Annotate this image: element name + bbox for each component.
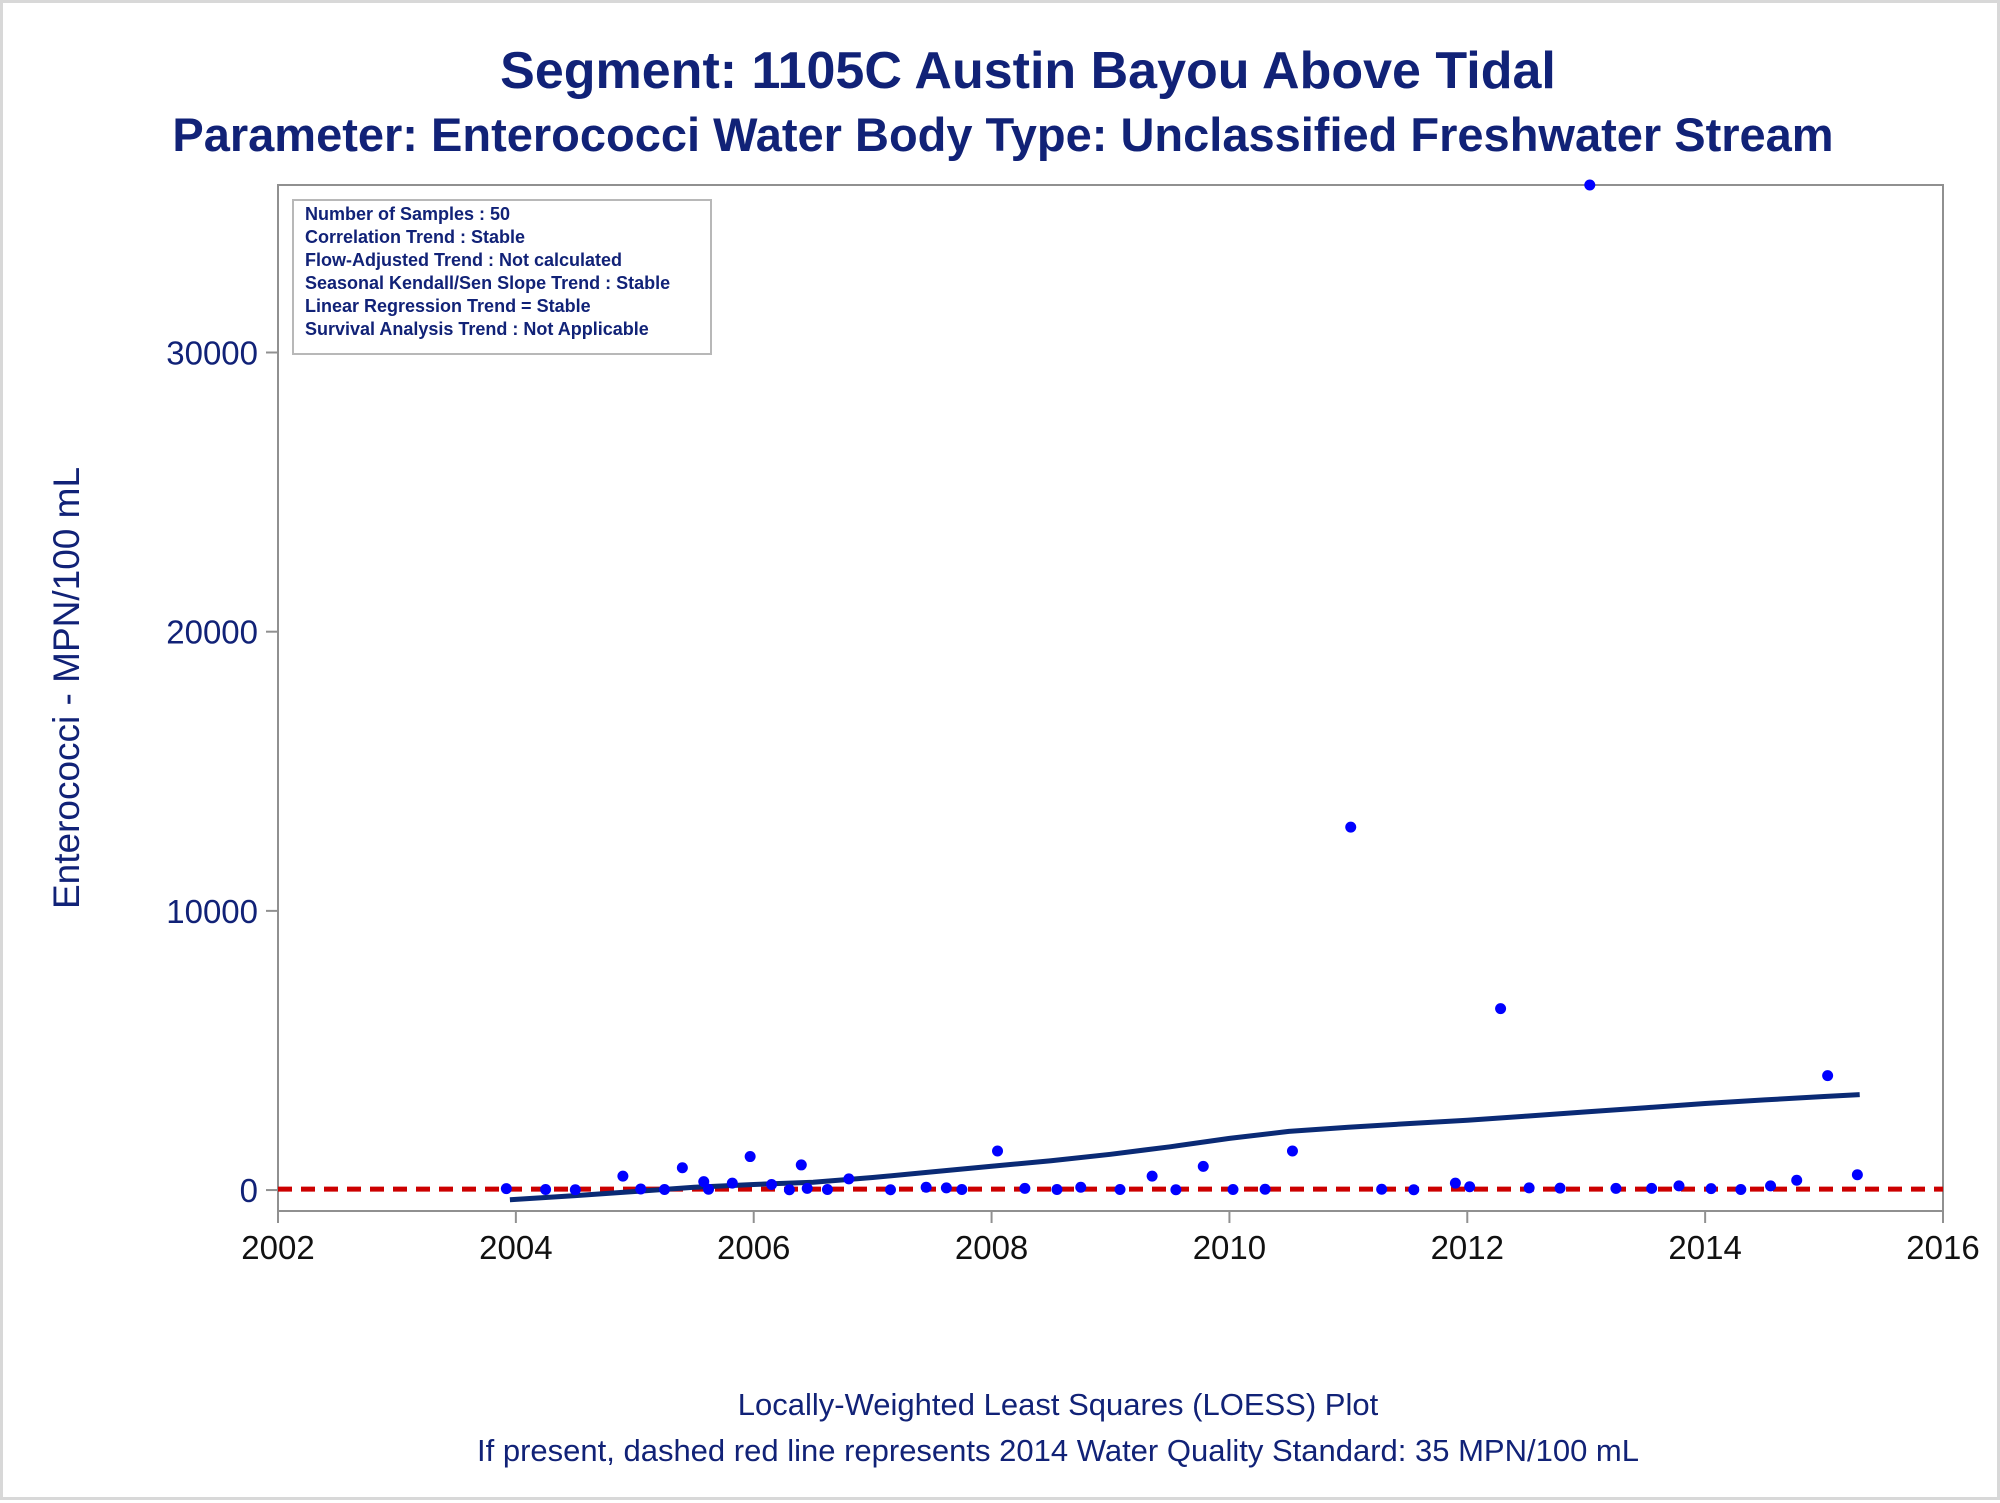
- data-point: [676, 1162, 688, 1174]
- stats-legend-line: Survival Analysis Trend : Not Applicable: [305, 319, 649, 339]
- data-point: [1735, 1184, 1747, 1196]
- chart-svg: 2002 2004 2006 2008 2010 2012 2014 2016 0 10000 20…: [46, 179, 1980, 1266]
- data-point: [635, 1183, 647, 1195]
- data-point: [1408, 1184, 1420, 1196]
- x-tick-label: 2008: [955, 1229, 1028, 1266]
- stats-legend-line: Flow-Adjusted Trend : Not calculated: [305, 250, 622, 270]
- data-point: [1673, 1180, 1685, 1192]
- x-tick-label: 2002: [241, 1229, 314, 1266]
- data-point: [540, 1184, 552, 1196]
- data-point: [884, 1184, 896, 1196]
- data-point: [956, 1184, 968, 1196]
- data-point: [1851, 1169, 1863, 1181]
- data-point: [1019, 1182, 1031, 1194]
- stats-legend-line: Seasonal Kendall/Sen Slope Trend : Stabl…: [305, 273, 670, 293]
- data-point: [801, 1182, 813, 1194]
- x-tick-label: 2016: [1906, 1229, 1979, 1266]
- data-point: [1765, 1180, 1777, 1192]
- data-point: [1705, 1183, 1717, 1195]
- data-point: [992, 1145, 1004, 1157]
- data-point: [500, 1183, 512, 1195]
- data-point: [920, 1181, 932, 1193]
- data-point: [1646, 1182, 1658, 1194]
- y-axis-label: Enterococci - MPN/100 mL: [46, 467, 87, 909]
- data-point: [1495, 1003, 1507, 1015]
- stats-legend-line: Linear Regression Trend = Stable: [305, 296, 591, 316]
- data-point: [659, 1184, 671, 1196]
- data-point: [1464, 1181, 1476, 1193]
- stats-legend-line: Number of Samples : 50: [305, 204, 510, 224]
- data-point: [1051, 1184, 1063, 1196]
- data-point: [569, 1184, 581, 1196]
- data-point: [1584, 179, 1596, 191]
- data-point: [795, 1159, 807, 1171]
- x-tick-label: 2012: [1431, 1229, 1504, 1266]
- plot-type-footnote: Locally-Weighted Least Squares (LOESS) P…: [737, 1387, 1379, 1422]
- data-point: [766, 1178, 778, 1190]
- data-point: [1822, 1070, 1834, 1082]
- x-tick-label: 2014: [1668, 1229, 1741, 1266]
- data-point: [1227, 1184, 1239, 1196]
- data-point: [617, 1170, 629, 1182]
- x-tick-label: 2010: [1193, 1229, 1266, 1266]
- data-point: [703, 1183, 715, 1195]
- y-tick-label: 0: [240, 1172, 258, 1209]
- data-point: [1345, 821, 1357, 833]
- loess-line: [509, 1092, 1860, 1203]
- y-tick-label: 30000: [166, 335, 258, 372]
- plot-frame: [277, 184, 1944, 1212]
- data-point: [1791, 1174, 1803, 1186]
- chart-subtitle: Parameter: Enterococci Water Body Type: …: [172, 108, 1834, 161]
- data-point: [1259, 1183, 1271, 1195]
- data-point: [1146, 1170, 1158, 1182]
- data-point: [1523, 1182, 1535, 1194]
- data-point: [821, 1184, 833, 1196]
- data-point: [1075, 1181, 1087, 1193]
- standard-footnote: If present, dashed red line represents 2…: [477, 1433, 1639, 1468]
- y-tick-label: 10000: [166, 893, 258, 930]
- data-point: [726, 1177, 738, 1189]
- y-tick-label: 20000: [166, 614, 258, 651]
- data-point: [843, 1173, 855, 1185]
- stats-legend-line: Correlation Trend : Stable: [305, 227, 525, 247]
- data-point: [783, 1184, 795, 1196]
- x-tick-label: 2006: [717, 1229, 790, 1266]
- data-point: [1554, 1182, 1566, 1194]
- data-point: [744, 1151, 756, 1163]
- data-point: [1376, 1183, 1388, 1195]
- stats-legend-box: [292, 199, 712, 355]
- data-point: [1286, 1145, 1298, 1157]
- chart-title: Segment: 1105C Austin Bayou Above Tidal: [500, 42, 1556, 100]
- data-point: [1170, 1184, 1182, 1196]
- data-point: [940, 1182, 952, 1194]
- data-point: [1610, 1182, 1622, 1194]
- data-point: [1197, 1160, 1209, 1172]
- data-point: [1449, 1177, 1461, 1189]
- data-point: [1114, 1184, 1126, 1196]
- x-tick-label: 2004: [479, 1229, 552, 1266]
